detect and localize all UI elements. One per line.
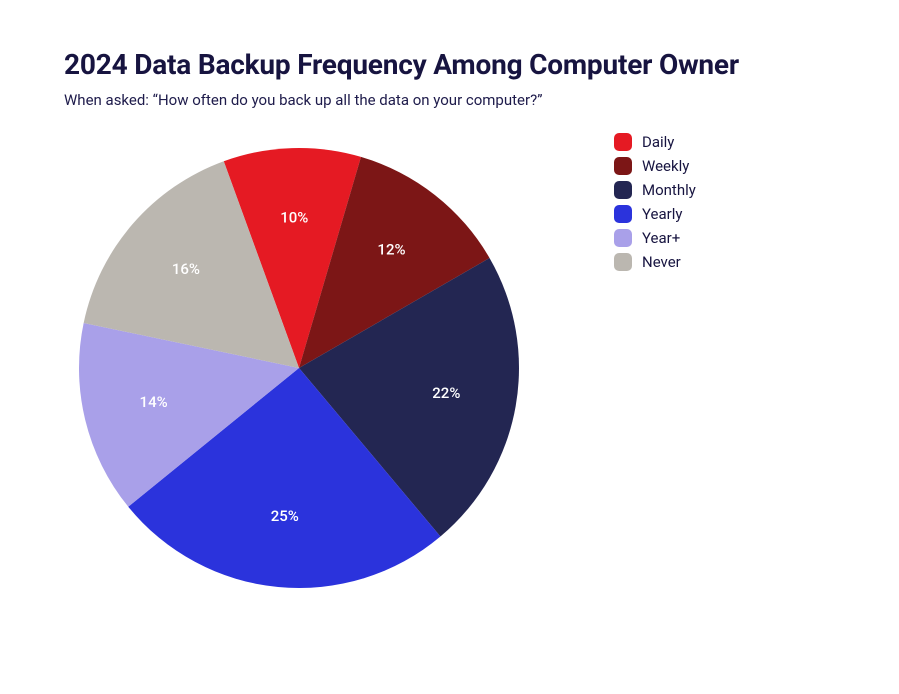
chart-subtitle: When asked: “How often do you back up al… (64, 91, 835, 109)
pie-slice-label-year-: 14% (140, 393, 168, 411)
pie-chart: 10% 12% 22% 25% 14% 16% (64, 133, 534, 603)
legend-swatch (614, 181, 632, 199)
chart-area: 10% 12% 22% 25% 14% 16% Daily Weekly Monthly Yea… (64, 133, 835, 603)
pie-slice-label-never: 16% (172, 260, 200, 278)
legend-item-monthly: Monthly (614, 181, 696, 199)
legend-item-weekly: Weekly (614, 157, 696, 175)
legend-label: Monthly (642, 181, 696, 199)
legend-label: Year+ (642, 229, 680, 247)
pie-slice-label-daily: 10% (280, 208, 308, 226)
legend-swatch (614, 157, 632, 175)
legend-swatch (614, 133, 632, 151)
chart-title: 2024 Data Backup Frequency Among Compute… (64, 48, 835, 81)
legend-label: Yearly (642, 205, 682, 223)
legend-item-yearly: Yearly (614, 205, 696, 223)
legend-swatch (614, 205, 632, 223)
legend-label: Daily (642, 133, 674, 151)
pie-slice-label-monthly: 22% (432, 384, 460, 402)
legend-item-daily: Daily (614, 133, 696, 151)
chart-container: 2024 Data Backup Frequency Among Compute… (0, 0, 899, 627)
legend-label: Weekly (642, 157, 689, 175)
legend: Daily Weekly Monthly Yearly Year+ Never (614, 133, 696, 277)
legend-item-never: Never (614, 253, 696, 271)
legend-swatch (614, 253, 632, 271)
legend-item-year-: Year+ (614, 229, 696, 247)
legend-label: Never (642, 253, 681, 271)
pie-slice-label-weekly: 12% (377, 240, 405, 258)
pie-slice-label-yearly: 25% (271, 507, 299, 525)
legend-swatch (614, 229, 632, 247)
